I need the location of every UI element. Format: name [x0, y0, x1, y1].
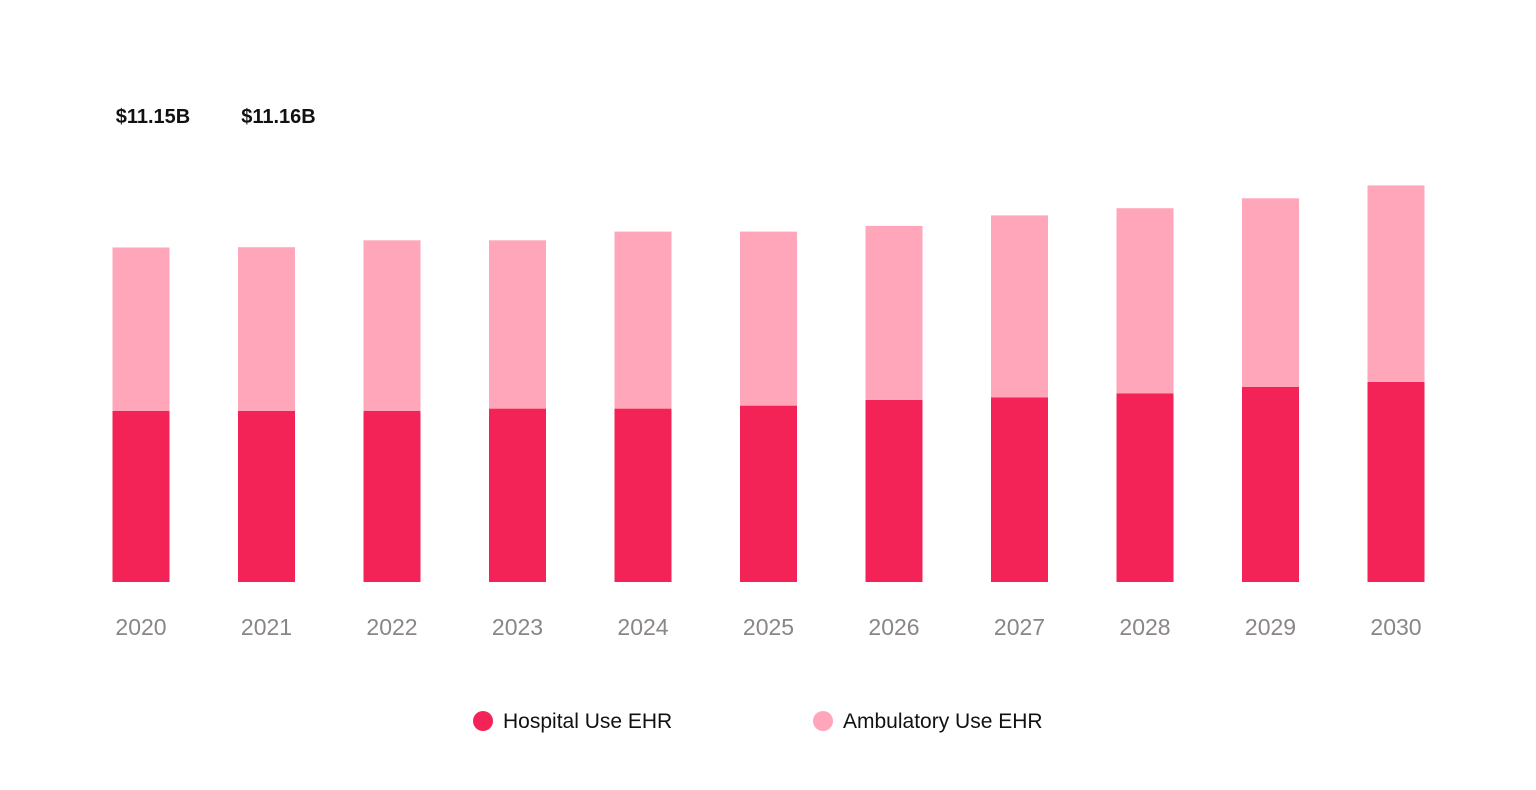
bar-hospital-2023 [489, 408, 546, 582]
x-tick-label-2024: 2024 [617, 614, 668, 640]
legend-swatch-ambulatory [813, 711, 833, 731]
x-tick-label-2020: 2020 [115, 614, 166, 640]
bars-group [112, 185, 1425, 582]
x-tick-label-2026: 2026 [868, 614, 919, 640]
bar-hospital-2025 [740, 405, 797, 582]
x-tick-label-2023: 2023 [492, 614, 543, 640]
legend: Hospital Use EHR Ambulatory Use EHR [473, 710, 1043, 733]
bar-ambulatory-2020 [112, 247, 170, 411]
bar-hospital-2021 [238, 411, 295, 582]
x-tick-label-2027: 2027 [994, 614, 1045, 640]
bar-hospital-2022 [363, 411, 421, 582]
x-tick-label-2022: 2022 [366, 614, 417, 640]
bar-hospital-2020 [112, 411, 170, 582]
data-labels-group: $11.15B $11.16B [116, 106, 316, 128]
x-tick-label-2025: 2025 [743, 614, 794, 640]
bar-ambulatory-2021 [238, 247, 295, 411]
x-tick-label-2021: 2021 [241, 614, 292, 640]
bar-hospital-2024 [614, 408, 672, 582]
bar-ambulatory-2026 [865, 225, 923, 400]
legend-item-hospital: Hospital Use EHR [473, 710, 672, 733]
legend-item-ambulatory: Ambulatory Use EHR [813, 710, 1043, 733]
legend-swatch-hospital [473, 711, 493, 731]
bar-ambulatory-2024 [614, 231, 672, 409]
legend-label-ambulatory: Ambulatory Use EHR [843, 710, 1043, 733]
bar-hospital-2029 [1242, 387, 1299, 582]
bar-ambulatory-2029 [1242, 198, 1299, 387]
bar-ambulatory-2028 [1116, 208, 1174, 394]
bar-ambulatory-2030 [1367, 185, 1425, 382]
bar-hospital-2028 [1116, 393, 1174, 582]
x-tick-label-2029: 2029 [1245, 614, 1296, 640]
bar-ambulatory-2022 [363, 240, 421, 411]
bar-hospital-2030 [1367, 381, 1425, 582]
bar-hospital-2027 [991, 397, 1048, 582]
x-axis-tick-labels: 2020 2021 2022 2023 2024 2025 2026 2027 2028 2029… [115, 614, 1421, 640]
x-tick-label-2030: 2030 [1370, 614, 1421, 640]
bar-hospital-2026 [865, 399, 923, 582]
bar-ambulatory-2027 [991, 215, 1048, 398]
legend-label-hospital: Hospital Use EHR [503, 710, 672, 733]
bar-ambulatory-2025 [740, 231, 797, 406]
x-tick-label-2028: 2028 [1119, 614, 1170, 640]
data-label-2021: $11.16B [241, 106, 316, 128]
data-label-2020: $11.15B [116, 106, 191, 128]
bar-ambulatory-2023 [489, 240, 546, 409]
